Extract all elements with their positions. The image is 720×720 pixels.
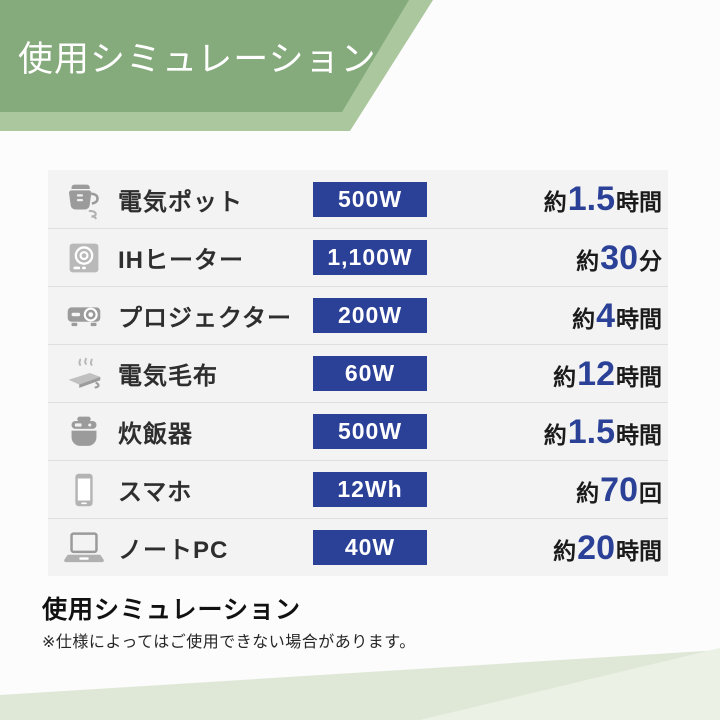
duration-text: 約20時間 [427,531,668,565]
duration-text: 約12時間 [427,357,668,391]
wattage-badge: 12Wh [313,472,427,507]
duration-prefix: 約 [553,537,577,564]
appliance-label: 電気ポット [118,188,243,216]
table-row: IHヒーター 1,100W 約30分 [48,228,668,286]
duration-unit: 時間 [616,537,662,564]
banner-ribbon-shape [0,0,433,131]
duration-prefix: 約 [576,479,600,506]
appliance-label: IHヒーター [118,247,244,274]
table-row: 炊飯器 500W 約1.5時間 [48,402,668,460]
electric-kettle-icon [61,176,107,222]
table-row: 電気ポット 500W 約1.5時間 [48,170,668,228]
table-row: プロジェクター 200W 約4時間 [48,286,668,344]
wattage-badge: 40W [313,530,427,565]
duration-value: 1.5 [567,412,615,451]
duration-unit: 時間 [616,363,662,390]
duration-prefix: 約 [572,305,596,332]
duration-prefix: 約 [543,189,567,215]
banner-title: 使用シミュレーション [18,40,377,79]
duration-value: 1.5 [567,180,615,218]
duration-prefix: 約 [543,421,567,448]
duration-unit: 時間 [616,189,662,215]
wattage-badge: 500W [313,181,427,217]
duration-unit: 時間 [616,421,662,448]
wattage-badge: 200W [313,298,427,333]
laptop-icon [61,525,107,571]
wattage-badge: 1,100W [313,240,427,275]
duration-text: 約1.5時間 [427,415,668,449]
duration-value: 70 [600,470,638,509]
appliance-label: 電気毛布 [118,363,218,390]
table-row: スマホ 12Wh 約70回 [48,460,668,518]
duration-unit: 分 [639,247,662,274]
wattage-badge: 500W [313,414,427,449]
wattage-badge: 60W [313,356,427,391]
duration-prefix: 約 [553,363,577,390]
header-banner: 使用シミュレーション [0,0,440,135]
table-row: 電気毛布 60W 約12時間 [48,344,668,402]
appliance-label: プロジェクター [118,305,293,332]
duration-text: 約1.5時間 [427,182,668,216]
appliance-label: スマホ [118,479,193,506]
duration-prefix: 約 [576,247,600,274]
footer-title: 使用シミュレーション [42,596,302,624]
duration-unit: 時間 [616,305,662,332]
rice-cooker-icon [61,409,107,455]
appliance-label: 炊飯器 [118,421,193,448]
duration-text: 約4時間 [427,299,668,333]
duration-value: 12 [577,354,615,393]
table-row: ノートPC 40W 約20時間 [48,518,668,576]
duration-value: 30 [600,238,638,277]
duration-value: 4 [596,296,615,335]
duration-text: 約30分 [427,241,668,275]
duration-text: 約70回 [427,473,668,507]
electric-blanket-icon [61,351,107,397]
duration-value: 20 [577,528,615,567]
footnote: ※仕様によってはご使用できない場合があります。 [42,634,416,651]
smartphone-icon [61,467,107,513]
ih-heater-icon [61,235,107,281]
appliance-label: ノートPC [118,537,229,564]
usage-table: 電気ポット 500W 約1.5時間 IHヒーター 1,100W 約30分 プロジ… [48,170,668,576]
projector-icon [61,293,107,339]
duration-unit: 回 [639,479,662,506]
